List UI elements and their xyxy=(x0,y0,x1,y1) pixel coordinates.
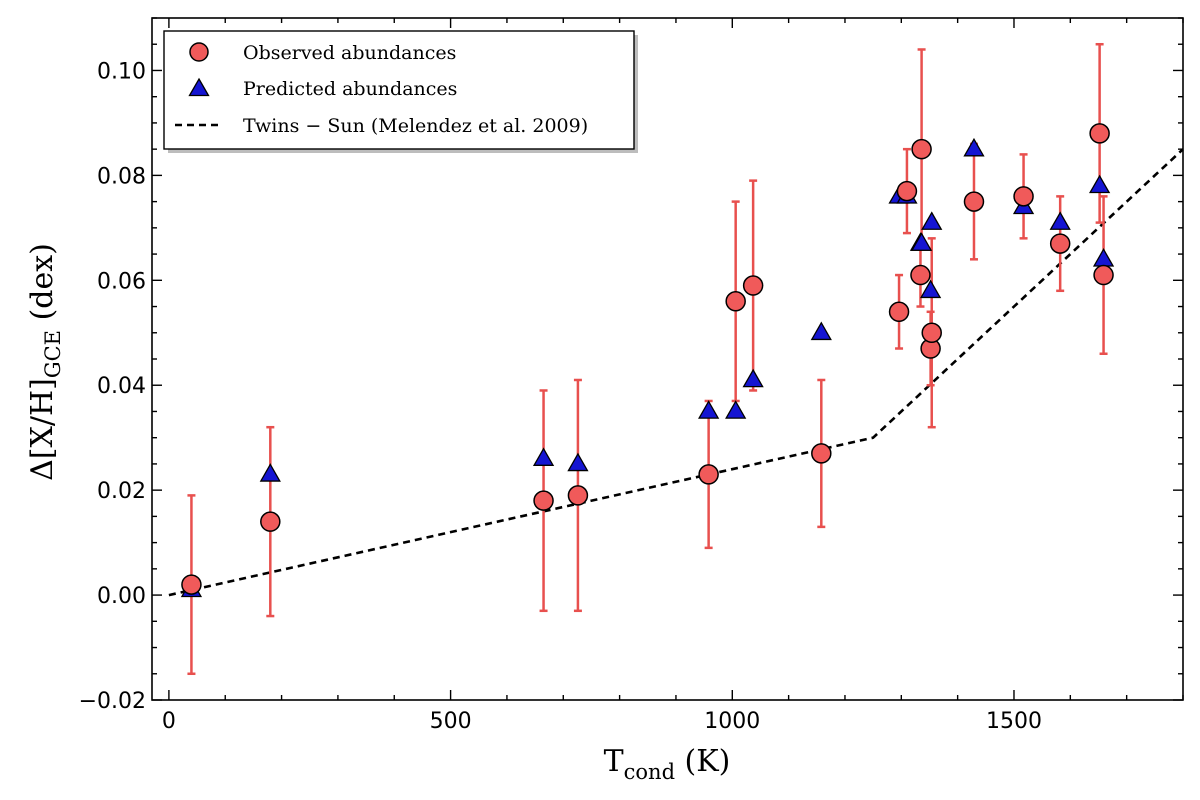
observed-point-7 xyxy=(811,443,832,464)
predicted-point-12 xyxy=(919,279,942,299)
predicted-point-7 xyxy=(810,321,832,341)
legend-observed-marker xyxy=(189,42,209,62)
predicted-point-13 xyxy=(921,211,943,230)
predicted-point-3 xyxy=(567,452,589,472)
y-axis-label-post: (dex) xyxy=(25,243,60,330)
predicted-point-2 xyxy=(532,447,555,466)
observed-point-8 xyxy=(888,301,910,323)
observed-point-1 xyxy=(260,511,281,532)
predicted-point-6 xyxy=(742,368,764,388)
y-tick-label: 0.10 xyxy=(97,59,146,84)
x-tick-label: 500 xyxy=(430,709,472,734)
observed-point-4 xyxy=(698,464,719,485)
x-tick-label: 0 xyxy=(162,709,176,734)
observed-point-2 xyxy=(533,490,554,511)
observed-marker-layer xyxy=(181,123,1114,595)
y-axis-label-pre: Δ[X/H] xyxy=(25,378,60,481)
x-tick-label: 1000 xyxy=(704,709,760,734)
x-axis-label-sub: cond xyxy=(624,760,675,784)
x-axis-ticks: 0 500 1000 1500 xyxy=(162,18,1184,734)
legend-observed-label: Observed abundances xyxy=(243,42,456,64)
y-tick-label: 0.04 xyxy=(97,374,146,399)
legend-predicted-label: Predicted abundances xyxy=(243,78,457,100)
predicted-point-17 xyxy=(1088,174,1111,194)
legend-box xyxy=(163,30,635,150)
y-tick-label: 0.02 xyxy=(97,479,146,504)
observed-point-5 xyxy=(725,291,746,312)
observed-point-11 xyxy=(911,138,932,160)
y-axis-label: Δ[X/H]GCE (dex) xyxy=(25,243,65,481)
observed-point-17 xyxy=(1089,123,1110,144)
y-tick-label: 0.08 xyxy=(97,164,146,189)
y-tick-label: 0.06 xyxy=(97,269,146,294)
observed-point-14 xyxy=(963,191,985,212)
x-axis-label-unit: (K) xyxy=(675,744,730,779)
legend-trend-label: Twins − Sun (Melendez et al. 2009) xyxy=(243,115,588,137)
x-axis-label-main: T xyxy=(604,744,624,779)
y-axis-ticks: −0.02 0.00 0.02 0.04 0.06 0.08 0.10 xyxy=(79,17,1183,714)
predicted-point-11 xyxy=(910,232,933,251)
observed-point-9 xyxy=(896,180,918,202)
predicted-point-4 xyxy=(698,400,720,419)
trend-line xyxy=(168,148,1184,597)
observed-point-6 xyxy=(742,275,764,296)
predicted-point-1 xyxy=(259,463,281,482)
observed-point-10 xyxy=(910,264,931,286)
legend-predicted-marker xyxy=(188,77,210,97)
y-axis-label-sub: GCE xyxy=(41,330,65,378)
predicted-point-16 xyxy=(1049,211,1071,230)
observed-point-15 xyxy=(1013,186,1034,207)
predicted-point-5 xyxy=(725,400,747,419)
predicted-point-14 xyxy=(963,137,985,157)
observed-point-18 xyxy=(1093,264,1114,286)
x-axis-label: Tcond (K) xyxy=(604,744,731,784)
trend-line-layer xyxy=(168,148,1184,597)
legend: Observed abundances Predicted abundances… xyxy=(163,30,638,153)
observed-point-0 xyxy=(181,574,202,595)
y-tick-label: 0.00 xyxy=(97,584,146,609)
x-tick-label: 1500 xyxy=(986,709,1042,734)
observed-point-3 xyxy=(567,485,589,506)
y-tick-label: −0.02 xyxy=(79,689,146,714)
observed-point-13 xyxy=(921,322,942,344)
observed-point-16 xyxy=(1049,233,1071,254)
